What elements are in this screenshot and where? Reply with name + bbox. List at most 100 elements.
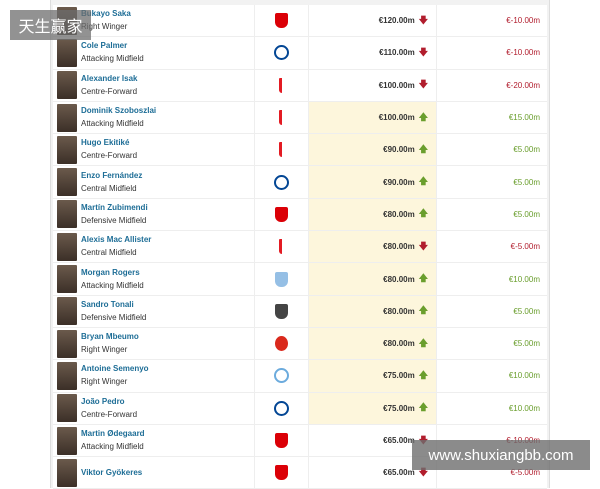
player-photo <box>57 135 77 164</box>
arsenal-crest-icon[interactable] <box>275 433 288 448</box>
player-name-link[interactable]: Sandro Tonali <box>81 299 134 309</box>
arrow-up-icon: 🡅 <box>418 176 428 187</box>
value-change: €15.00m <box>508 113 540 123</box>
table-row: Hugo Ekitiké Centre-Forward €90.00m 🡅 €5.… <box>53 134 547 167</box>
player-name-link[interactable]: Antoine Semenyo <box>81 364 149 374</box>
value-change-cell: €15.00m <box>437 102 547 133</box>
player-cell: Sandro Tonali Defensive Midfield <box>53 295 255 327</box>
market-value-cell: €90.00m 🡅 <box>309 134 437 166</box>
arsenal-crest-icon[interactable] <box>275 13 288 29</box>
player-name-link[interactable]: Bukayo Saka <box>81 9 131 19</box>
arsenal-crest-icon[interactable] <box>275 465 288 481</box>
player-photo <box>57 232 77 261</box>
player-position: Right Winger <box>81 377 128 387</box>
table-row: Cole Palmer Attacking Midfield €110.00m 🡇… <box>53 37 547 70</box>
club-cell <box>255 295 309 327</box>
player-name-link[interactable]: Morgan Rogers <box>81 267 140 277</box>
market-value-cell: €90.00m 🡅 <box>309 166 437 198</box>
market-value: €90.00m <box>383 177 415 187</box>
value-change-cell: €-5.00m <box>437 231 547 262</box>
value-change-cell: €10.00m <box>437 263 547 294</box>
club-cell <box>255 457 309 489</box>
player-cell: Dominik Szoboszlai Attacking Midfield <box>53 101 255 134</box>
player-position: Attacking Midfield <box>81 442 144 451</box>
club-cell <box>255 327 309 360</box>
table-row: Bukayo Saka Right Winger €120.00m 🡇 €-10.… <box>53 5 547 38</box>
arrow-down-icon: 🡇 <box>419 433 428 449</box>
player-cell: Bryan Mbeumo Right Winger <box>53 327 255 360</box>
value-change-cell: €5.00m <box>437 166 547 197</box>
table-row: Alexander Isak Centre-Forward €100.00m 🡇 … <box>53 69 547 102</box>
market-value-cell: €120.00m 🡇 <box>309 5 437 37</box>
player-name-link[interactable]: Dominik Szoboszlai <box>81 106 157 116</box>
player-name-link[interactable]: Alexis Mac Allister <box>81 235 152 245</box>
value-change-cell: €-10.00m <box>437 37 547 68</box>
value-change: €-10.00m <box>506 16 540 26</box>
club-cell <box>255 69 309 101</box>
player-name-link[interactable]: Martin Ødegaard <box>81 429 145 438</box>
player-photo <box>57 71 77 100</box>
club-cell <box>255 37 309 69</box>
player-name-link[interactable]: Enzo Fernández <box>81 170 143 180</box>
liverpool-crest-icon[interactable] <box>278 77 285 93</box>
market-value-cell: €100.00m 🡅 <box>309 101 437 134</box>
club-cell <box>255 166 309 198</box>
table-row: Alexis Mac Allister Central Midfield €80… <box>53 231 547 264</box>
table-row: Dominik Szoboszlai Attacking Midfield €1… <box>53 101 547 135</box>
liverpool-crest-icon[interactable] <box>278 142 285 158</box>
market-value: €110.00m <box>379 48 415 58</box>
newcastle-crest-icon[interactable] <box>275 303 288 319</box>
club-cell <box>255 198 309 231</box>
player-photo <box>57 458 77 487</box>
aston-villa-crest-icon[interactable] <box>275 271 288 287</box>
player-cell: Cole Palmer Attacking Midfield <box>53 37 255 69</box>
arrow-up-icon: 🡅 <box>418 143 428 154</box>
manchester-united-crest-icon[interactable] <box>275 336 288 352</box>
market-value-cell: €80.00m 🡅 <box>309 198 437 231</box>
player-name-link[interactable]: João Pedro <box>81 396 125 406</box>
player-name-link[interactable]: Alexander Isak <box>81 73 138 83</box>
player-photo <box>57 329 77 358</box>
value-change: €10.00m <box>508 274 540 284</box>
market-value: €80.00m <box>383 209 415 219</box>
market-value: €80.00m <box>383 339 415 349</box>
player-cell: Hugo Ekitiké Centre-Forward <box>53 134 255 166</box>
liverpool-crest-icon[interactable] <box>278 239 285 255</box>
market-value: €80.00m <box>383 242 415 252</box>
market-value-cell: €75.00m 🡅 <box>309 392 437 424</box>
arrow-down-icon: 🡇 <box>418 79 428 90</box>
player-name-link[interactable]: Martín Zubimendi <box>81 202 148 212</box>
club-cell <box>255 392 309 424</box>
market-value: €65.00m <box>383 468 415 478</box>
value-change-cell: €5.00m <box>437 328 547 359</box>
player-name-link[interactable]: Bryan Mbeumo <box>81 332 139 342</box>
player-name-link[interactable]: Viktor Gyökeres <box>81 467 143 477</box>
player-cell: Antoine Semenyo Right Winger <box>53 360 255 392</box>
value-change: €10.00m <box>508 371 540 381</box>
player-photo <box>57 361 77 390</box>
player-photo <box>57 297 77 326</box>
arrow-up-icon: 🡅 <box>418 402 428 413</box>
market-value-cell: €80.00m 🡇 <box>309 231 437 263</box>
arrow-down-icon: 🡇 <box>418 240 428 251</box>
chelsea-crest-icon[interactable] <box>274 400 289 416</box>
chelsea-crest-icon[interactable] <box>274 174 289 190</box>
table-row: Antoine Semenyo Right Winger €75.00m 🡅 €1… <box>53 360 547 393</box>
value-change: €-5.00m <box>510 242 540 252</box>
arrow-down-icon: 🡇 <box>418 466 428 477</box>
player-cell: Viktor Gyökeres <box>53 457 255 489</box>
player-position: Attacking Midfield <box>81 280 144 290</box>
value-change-cell: €-10.00m <box>437 5 547 36</box>
liverpool-crest-icon[interactable] <box>278 110 285 126</box>
value-change-cell: €10.00m <box>437 393 547 424</box>
manchester-city-crest-icon[interactable] <box>274 368 289 384</box>
club-cell <box>255 360 309 392</box>
arrow-up-icon: 🡅 <box>418 273 428 284</box>
value-change: €5.00m <box>513 209 540 219</box>
player-name-link[interactable]: Hugo Ekitiké <box>81 138 130 148</box>
player-name-link[interactable]: Cole Palmer <box>81 41 128 51</box>
market-value-cell: €80.00m 🡅 <box>309 327 437 360</box>
market-value: €100.00m <box>378 80 415 90</box>
chelsea-crest-icon[interactable] <box>274 45 289 61</box>
arsenal-crest-icon[interactable] <box>275 206 288 222</box>
